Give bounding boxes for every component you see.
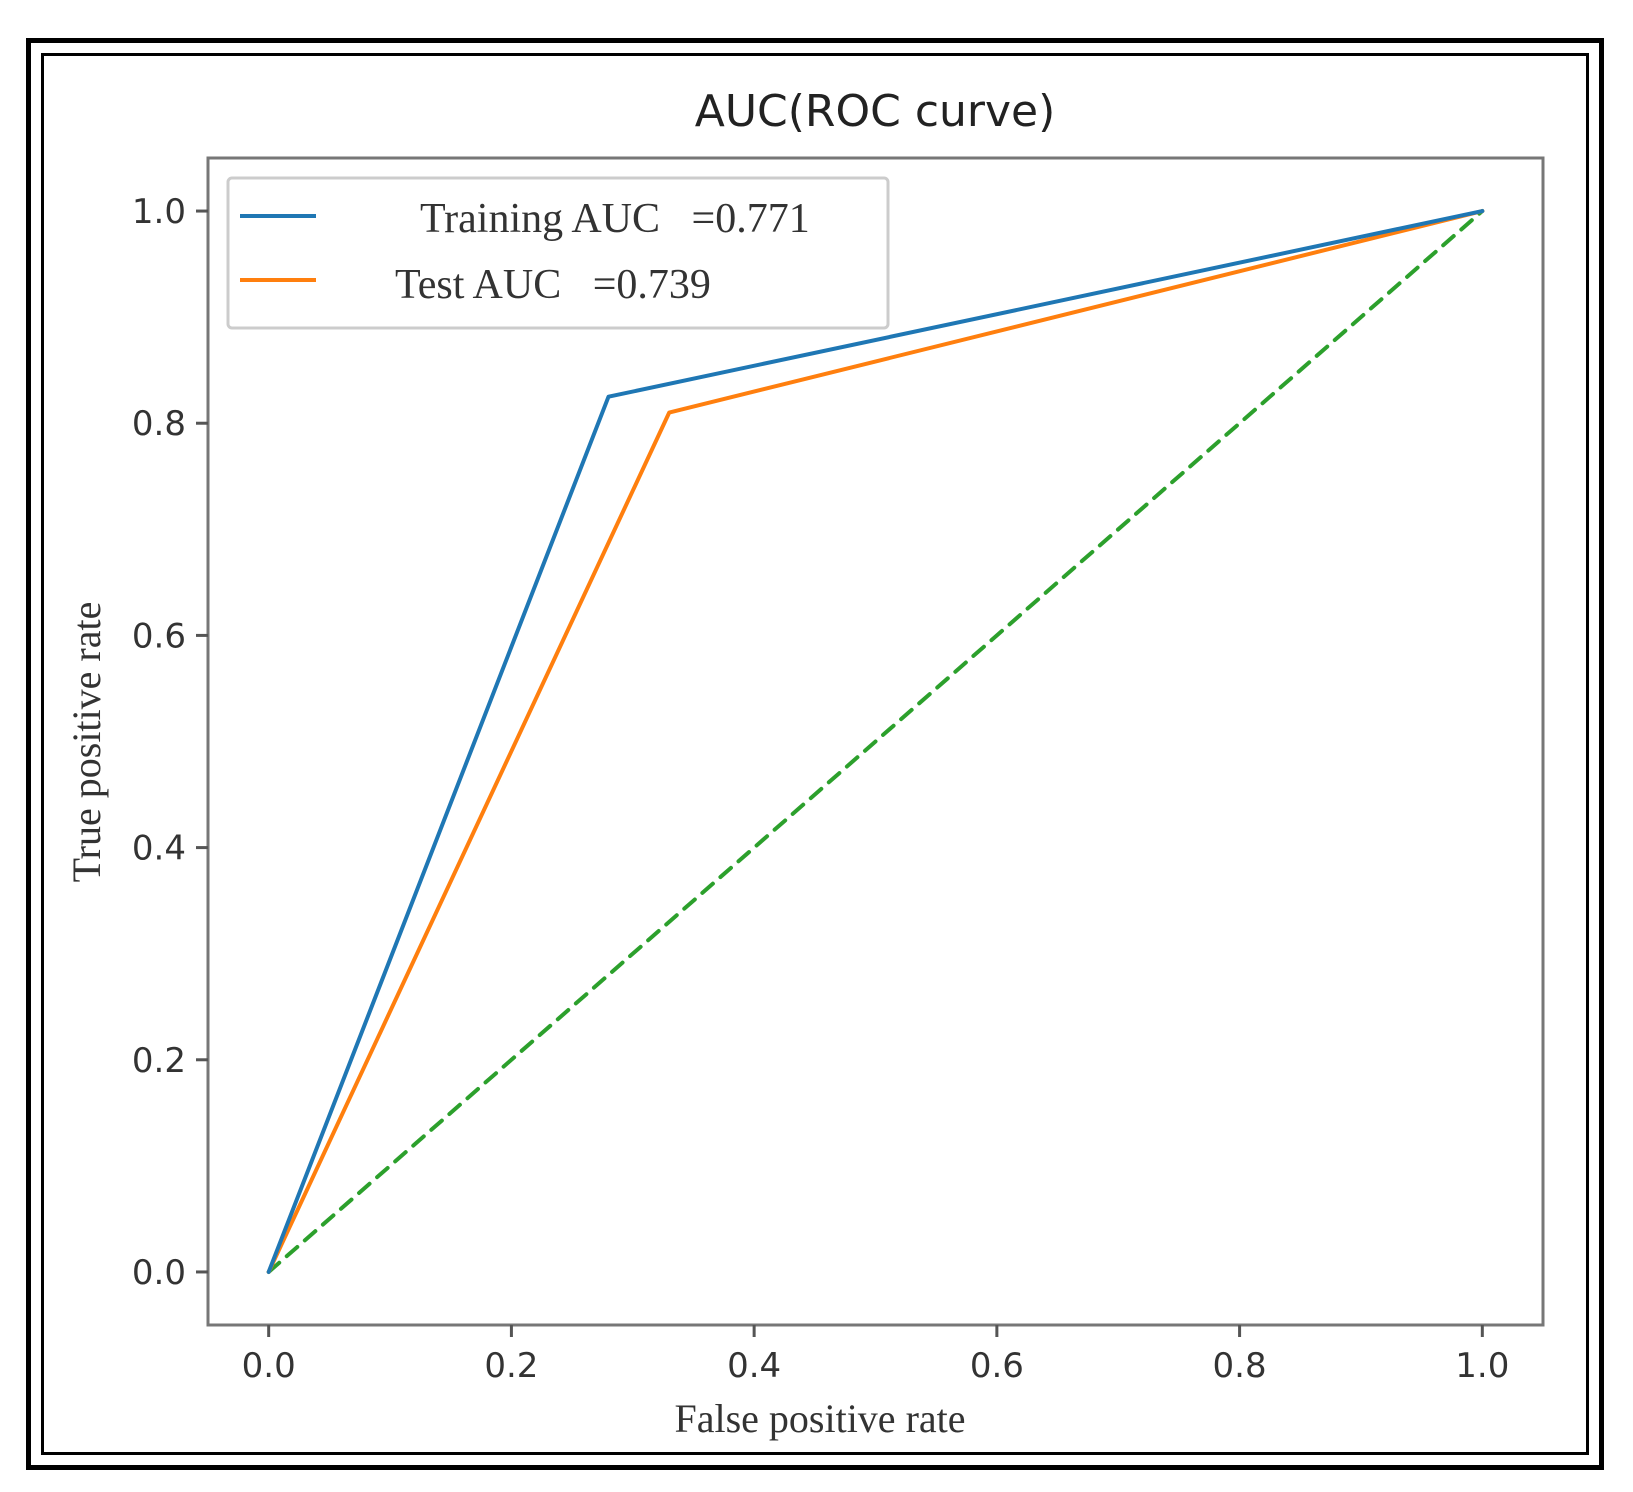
- training-roc-line: [266, 209, 1485, 1274]
- x-tick-label: 0.2: [484, 1346, 538, 1386]
- legend-box: [226, 176, 890, 330]
- x-tick-label: 0.0: [242, 1346, 296, 1386]
- y-tick-label: 1.0: [132, 192, 186, 232]
- x-tick-label: 0.6: [970, 1346, 1024, 1386]
- x-tick-label: 0.4: [727, 1346, 781, 1386]
- y-tick-label: 0.2: [132, 1041, 186, 1081]
- test-roc-line: [266, 209, 1485, 1274]
- legend-label-test: Test AUC =0.739: [395, 262, 711, 308]
- y-axis: 0.0 0.2 0.4 0.6 0.8 1.0: [132, 192, 208, 1293]
- x-axis: 0.0 0.2 0.4 0.6 0.8 1.0: [242, 1325, 1509, 1386]
- legend: Training AUC =0.771 Test AUC =0.739: [226, 176, 890, 330]
- y-tick-label: 0.8: [132, 404, 186, 444]
- legend-label-training: Training AUC =0.771: [420, 196, 810, 242]
- figure-frame-inner: [41, 53, 1589, 1455]
- x-tick-label: 0.8: [1213, 1346, 1267, 1386]
- y-axis-label: True positive rate: [64, 602, 109, 883]
- x-axis-label: False positive rate: [674, 1396, 965, 1441]
- chance-diagonal-line: [266, 209, 1485, 1274]
- x-tick-label: 1.0: [1455, 1346, 1509, 1386]
- y-tick-label: 0.4: [132, 829, 186, 869]
- series-layer: [266, 209, 1485, 1274]
- chart-title: AUC(ROC curve): [695, 86, 1056, 137]
- y-tick-label: 0.0: [132, 1253, 186, 1293]
- y-tick-label: 0.6: [132, 616, 186, 656]
